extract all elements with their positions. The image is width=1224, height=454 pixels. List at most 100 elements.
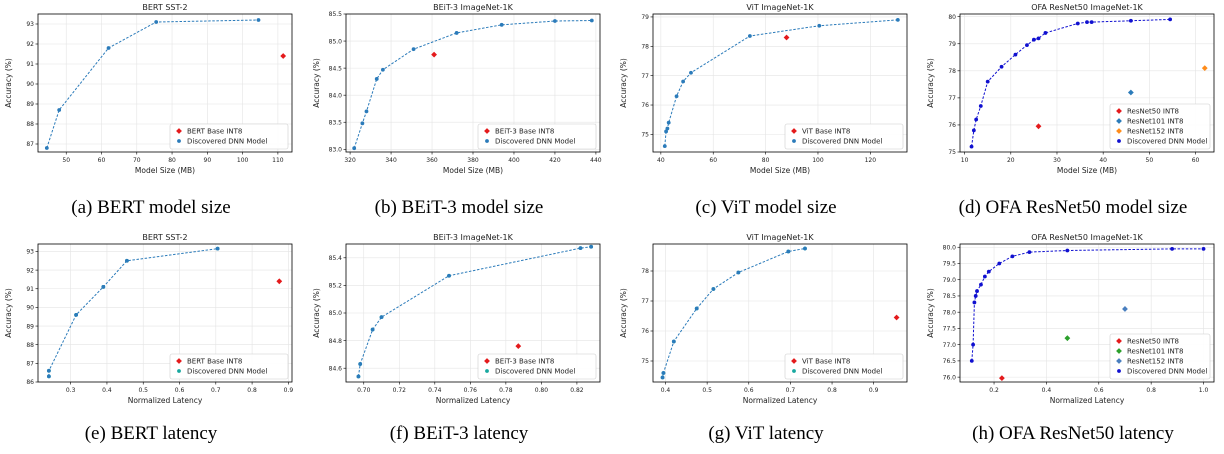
chart-panel: OFA ResNet50 ImageNet-1K 10 20 30 40 50 60 75 76…	[922, 0, 1224, 190]
x-tick-label: 90	[204, 157, 212, 164]
panel-caption: (a) BERT model size	[71, 197, 231, 218]
y-tick-label: 80.0	[943, 244, 957, 251]
point-pareto	[447, 273, 451, 278]
y-axis-label: Accuracy (%)	[619, 58, 628, 108]
point-discovered-dnn-model	[975, 289, 979, 293]
legend: ResNet50 INT8 ResNet101 INT8 ResNet152 INT…	[1109, 103, 1211, 150]
point-pareto	[101, 284, 106, 289]
chart-panel: OFA ResNet50 ImageNet-1K 0.2 0.4 0.6 0.8 1.0 7…	[922, 230, 1224, 420]
legend-box	[784, 353, 904, 380]
chart-svg: ViT ImageNet-1K 40 60 80 100 120 75 76 77 78 79 Mod…	[619, 3, 908, 175]
x-tick-label: 60	[709, 157, 717, 164]
y-tick-label: 76.0	[943, 374, 957, 381]
point-discovered-dnn-model	[972, 300, 977, 305]
x-tick-label: 0.7	[211, 387, 221, 394]
point-pareto	[125, 258, 129, 263]
x-tick-label: 1.0	[1199, 387, 1209, 394]
y-tick-label: 77	[948, 95, 956, 102]
point-discovered-dnn-model	[553, 19, 557, 23]
plot-frame	[959, 243, 1215, 383]
y-tick-label: 80	[948, 14, 956, 21]
legend-marker	[1116, 108, 1122, 114]
y-tick-label: 89	[26, 101, 34, 108]
x-tick-label: 0.5	[138, 387, 148, 394]
panel-caption: (g) ViT latency	[708, 423, 824, 444]
point-discovered-dnn-model	[374, 77, 379, 81]
series-line-discovered-dnn-model	[971, 18, 1171, 147]
point-vit-base-int8	[783, 34, 790, 41]
y-tick-label: 87	[26, 141, 34, 148]
chart-panel: ViT ImageNet-1K 40 60 80 100 120 75 76 77 78 79 Mod…	[615, 0, 917, 190]
legend-label: BEiT-3 Base INT8	[495, 128, 554, 136]
point-pareto	[578, 246, 583, 251]
x-axis-label: Normalized Latency	[436, 396, 511, 405]
x-tick-label: 0.4	[661, 387, 671, 394]
chart-panel: ViT ImageNet-1K 0.4 0.5 0.6 0.7 0.8 0.9 75 76 77 7…	[615, 230, 917, 420]
point-bert-base-int8	[280, 53, 287, 59]
legend-label: ResNet101 INT8	[1127, 118, 1183, 126]
y-tick-label: 84.6	[329, 365, 343, 372]
legend-label: Discovered DNN Model	[802, 368, 882, 376]
point-beit-3-base-int8	[431, 51, 437, 58]
point-pareto	[711, 287, 716, 291]
point-discovered-dnn-model	[986, 269, 991, 274]
chart-title: OFA ResNet50 ImageNet-1K	[1031, 3, 1143, 12]
series-line-discovered-dnn-model	[353, 19, 592, 149]
legend-label: Discovered DNN Model	[495, 138, 575, 146]
legend-marker	[485, 369, 489, 373]
point-discovered-dnn-model	[1170, 246, 1175, 251]
point-discovered-dnn-model	[1031, 37, 1036, 42]
legend-marker	[1116, 338, 1122, 344]
legend-marker	[792, 369, 796, 373]
point-pareto	[671, 339, 676, 344]
point-discovered-dnn-model	[1010, 254, 1015, 259]
y-tick-label: 88	[26, 121, 34, 128]
point-discovered-dnn-model	[1065, 248, 1070, 253]
point-discovered-dnn-model	[969, 144, 974, 149]
x-axis-label: Normalized Latency	[1050, 396, 1125, 405]
chart-title: BEiT-3 ImageNet-1K	[433, 3, 514, 12]
y-axis-label: Accuracy (%)	[926, 58, 935, 108]
y-axis-label: Accuracy (%)	[312, 58, 321, 108]
y-tick-label: 77.5	[943, 326, 957, 333]
series-line-pareto	[662, 248, 806, 378]
point-discovered-dnn-model	[665, 126, 670, 131]
x-axis-label: Normalized Latency	[743, 396, 818, 405]
x-tick-label: 340	[385, 157, 397, 164]
point-discovered-dnn-model	[999, 64, 1004, 69]
chart-svg: OFA ResNet50 ImageNet-1K 0.2 0.4 0.6 0.8 1.0 7…	[926, 233, 1215, 405]
y-tick-label: 85.4	[329, 255, 343, 262]
x-tick-label: 360	[426, 157, 438, 164]
x-tick-label: 380	[467, 157, 479, 164]
x-tick-label: 0.80	[535, 387, 549, 394]
point-discovered-dnn-model	[1036, 36, 1041, 41]
legend: ViT Base INT8 Discovered DNN Model	[784, 353, 904, 380]
point-resnet152-int8	[1201, 65, 1208, 72]
legend-label: Discovered DNN Model	[1127, 138, 1207, 146]
chart-title: BERT SST-2	[142, 3, 187, 12]
y-tick-label: 90	[26, 305, 34, 312]
point-pareto	[46, 374, 51, 379]
legend-marker	[791, 128, 797, 134]
panel-caption: (c) ViT model size	[695, 197, 837, 218]
y-axis-label: Accuracy (%)	[619, 288, 628, 338]
x-tick-label: 0.4	[1042, 387, 1052, 394]
plot-frame	[37, 13, 293, 153]
x-tick-label: 10	[961, 157, 969, 164]
x-tick-label: 110	[272, 157, 284, 164]
y-tick-label: 84.5	[329, 65, 343, 72]
x-tick-label: 70	[133, 157, 141, 164]
point-discovered-dnn-model	[985, 79, 990, 84]
y-axis-label: Accuracy (%)	[4, 288, 13, 338]
chart-svg: ViT ImageNet-1K 0.4 0.5 0.6 0.7 0.8 0.9 75 76 77 7…	[619, 233, 908, 405]
point-discovered-dnn-model	[360, 121, 365, 126]
point-discovered-dnn-model	[969, 358, 974, 363]
x-tick-label: 0.78	[499, 387, 513, 394]
y-tick-label: 78	[641, 268, 649, 275]
legend-label: Discovered DNN Model	[495, 368, 575, 376]
legend-label: ResNet152 INT8	[1127, 358, 1183, 366]
y-tick-label: 85.0	[329, 38, 343, 45]
legend-marker	[1116, 118, 1122, 124]
point-resnet50-int8	[998, 375, 1005, 382]
x-tick-label: 0.8	[247, 387, 257, 394]
